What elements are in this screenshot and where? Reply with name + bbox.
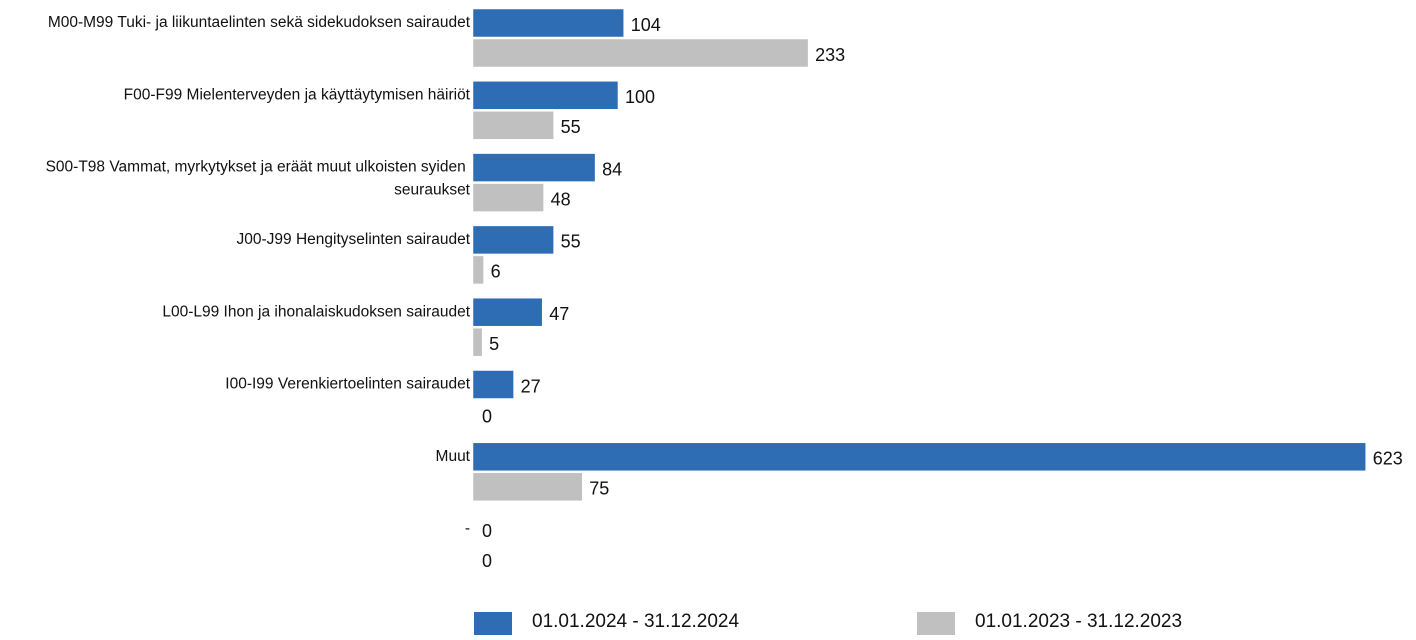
value-label: 55 xyxy=(561,232,581,252)
bar xyxy=(473,473,582,501)
category-label: M00-M99 Tuki- ja liikuntaelinten sekä si… xyxy=(48,14,471,31)
value-label: 75 xyxy=(589,479,609,499)
value-label: 0 xyxy=(482,406,492,426)
category-label: F00-F99 Mielenterveyden ja käyttäytymise… xyxy=(124,86,471,103)
category-label: - xyxy=(465,520,470,537)
bar xyxy=(473,256,484,284)
value-label: 623 xyxy=(1373,449,1403,469)
bar xyxy=(473,298,542,326)
bar xyxy=(473,111,554,140)
bar xyxy=(473,81,618,110)
value-label: 104 xyxy=(631,15,661,35)
bar xyxy=(473,328,482,356)
category-label: J00-J99 Hengityselinten sairaudet xyxy=(237,231,471,248)
value-label: 5 xyxy=(489,334,499,354)
category-label: Muut xyxy=(436,448,471,465)
value-label: 6 xyxy=(491,262,501,282)
category-label: S00-T98 Vammat, myrkytykset ja eräät muu… xyxy=(46,159,471,199)
value-label: 55 xyxy=(561,117,581,137)
value-label: 0 xyxy=(482,521,492,541)
value-label: 100 xyxy=(625,87,655,107)
bar xyxy=(473,39,808,67)
bar xyxy=(473,226,554,254)
legend-swatch xyxy=(474,612,512,636)
value-label: 0 xyxy=(482,551,492,571)
legend-label: 01.01.2023 - 31.12.2023 xyxy=(975,611,1182,632)
category-label: L00-L99 Ihon ja ihonalaiskudoksen sairau… xyxy=(162,303,470,320)
bar xyxy=(473,183,544,212)
legend-label: 01.01.2024 - 31.12.2024 xyxy=(532,611,740,632)
category-label: I00-I99 Verenkiertoelinten sairaudet xyxy=(225,376,470,393)
bar xyxy=(473,443,1366,471)
value-label: 27 xyxy=(521,376,541,396)
bar xyxy=(473,9,624,37)
value-label: 47 xyxy=(549,304,569,324)
value-label: 233 xyxy=(815,45,845,65)
bar xyxy=(473,153,595,182)
value-label: 48 xyxy=(551,189,571,209)
legend-swatch xyxy=(917,612,955,636)
value-label: 84 xyxy=(602,159,622,179)
bar xyxy=(473,370,514,399)
